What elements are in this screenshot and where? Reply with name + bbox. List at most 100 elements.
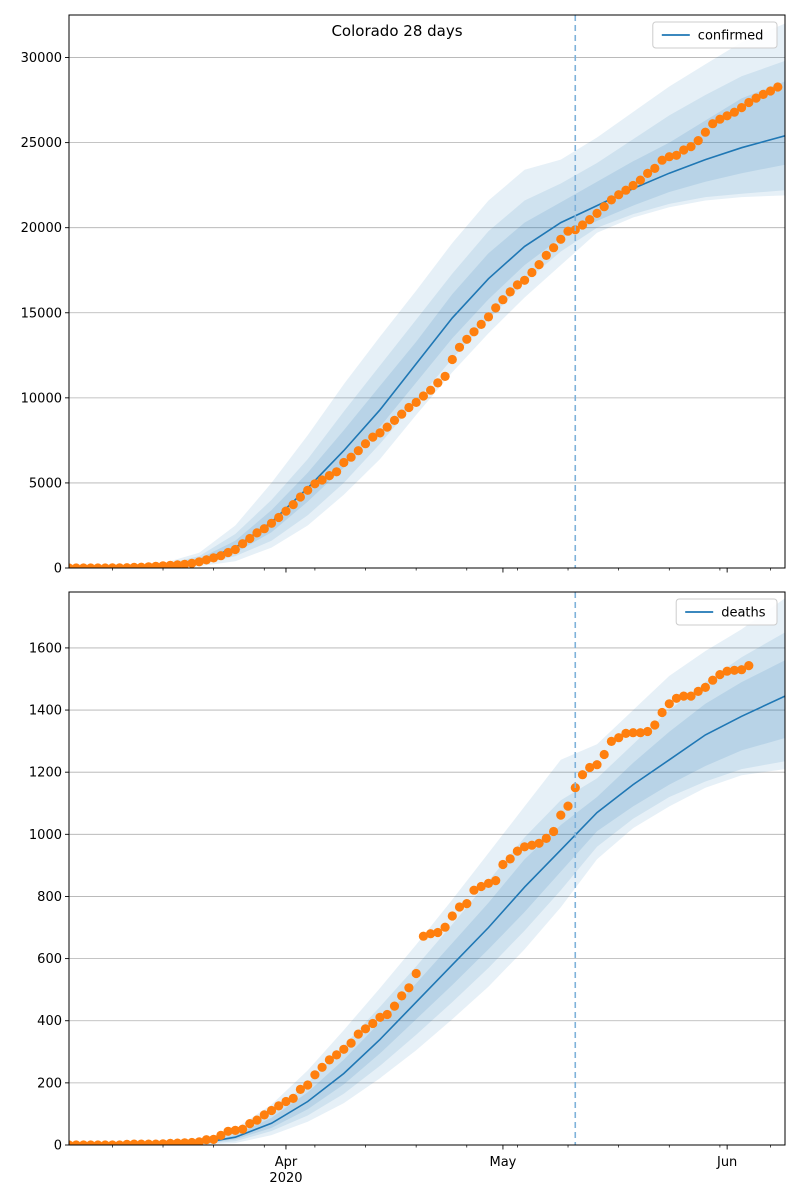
- deaths-observed-point: [664, 699, 674, 709]
- confirmed-observed-point: [664, 152, 674, 162]
- deaths-axes-frame: [68, 591, 786, 1146]
- deaths-observed-point: [332, 1050, 342, 1060]
- deaths-observed-point: [599, 749, 609, 760]
- deaths-observed-point: [93, 1140, 103, 1145]
- deaths-observed-point: [592, 760, 602, 770]
- confirmed-observed-point: [671, 150, 682, 160]
- confirmed-ytick-label: 20000: [21, 221, 62, 236]
- confirmed-observed-point: [274, 512, 284, 523]
- confirmed-observed-point: [606, 195, 617, 205]
- deaths-observed-point: [324, 1055, 334, 1065]
- deaths-observed-point: [686, 691, 696, 701]
- deaths-inner-band: [69, 660, 785, 1145]
- deaths-observed-point: [165, 1138, 175, 1145]
- deaths-observed-point: [346, 1038, 356, 1048]
- confirmed-observed-point: [216, 551, 226, 561]
- deaths-observed-point: [115, 1140, 125, 1145]
- confirmed-observed-point: [411, 397, 421, 407]
- deaths-observed-point: [303, 1080, 313, 1090]
- confirmed-observed-point: [592, 208, 602, 218]
- confirmed-observed-point: [295, 492, 305, 502]
- deaths-ytick-label: 800: [37, 890, 62, 905]
- confirmed-observed-point: [520, 275, 530, 285]
- confirmed-ytick-label: 5000: [29, 476, 62, 491]
- deaths-observed-point: [310, 1070, 320, 1080]
- deaths-observed-point: [469, 885, 479, 895]
- deaths-observed-point: [491, 876, 501, 886]
- confirmed-observed-point: [577, 220, 588, 230]
- confirmed-observed-point: [180, 559, 190, 568]
- confirmed-observed-point: [476, 319, 486, 329]
- deaths-observed-point: [650, 720, 660, 730]
- confirmed-legend-box: [652, 21, 778, 49]
- deaths-observed-point: [657, 707, 667, 718]
- deaths-observed-point: [737, 665, 747, 675]
- confirmed-observed-point: [238, 539, 248, 549]
- deaths-model-line: [69, 695, 785, 1145]
- deaths-mid-band: [69, 632, 785, 1145]
- confirmed-observed-point: [729, 107, 740, 117]
- deaths-observed-point: [426, 929, 436, 939]
- figure-title: Colorado 28 days: [331, 22, 462, 40]
- deaths-observed-point: [722, 666, 732, 676]
- deaths-observed-point: [187, 1137, 197, 1145]
- deaths-observed-point: [483, 878, 494, 889]
- deaths-observed-point: [252, 1115, 262, 1125]
- confirmed-observed-point: [144, 562, 154, 568]
- confirmed-observed-point: [744, 97, 754, 108]
- deaths-observed-point: [744, 661, 754, 671]
- confirmed-observed-point: [715, 114, 725, 124]
- deaths-observed-point: [194, 1137, 204, 1145]
- deaths-observed-point: [606, 736, 617, 747]
- deaths-ytick-label: 200: [37, 1076, 62, 1091]
- confirmed-observed-point: [628, 180, 638, 191]
- deaths-observed-point: [577, 770, 588, 780]
- confirmed-observed-point: [158, 561, 168, 568]
- deaths-observed-point: [621, 728, 631, 739]
- deaths-xtick-label: Jun: [716, 1155, 737, 1170]
- deaths-observed-point: [223, 1126, 233, 1136]
- confirmed-observed-point: [107, 563, 117, 568]
- deaths-observed-point: [375, 1012, 385, 1022]
- deaths-observed-point: [729, 665, 740, 675]
- deaths-observed-point: [505, 854, 515, 864]
- deaths-xtick-label: May: [489, 1155, 516, 1170]
- deaths-observed-point: [447, 911, 457, 921]
- confirmed-observed-point: [115, 563, 125, 568]
- deaths-observed-point: [715, 670, 725, 680]
- confirmed-observed-point: [259, 524, 269, 534]
- deaths-observed-point: [585, 762, 595, 773]
- confirmed-observed-point: [209, 553, 219, 563]
- confirmed-observed-point: [346, 452, 356, 462]
- confirmed-observed-point: [397, 409, 407, 419]
- deaths-xtick-label: Apr: [275, 1155, 298, 1170]
- deaths-observed-point: [317, 1062, 327, 1072]
- deaths-ytick-label: 1200: [29, 766, 62, 781]
- confirmed-observed-point: [382, 422, 392, 432]
- deaths-observed-point: [389, 1001, 400, 1011]
- confirmed-observed-point: [679, 145, 689, 155]
- confirmed-observed-point: [765, 86, 776, 96]
- confirmed-observed-point: [483, 312, 494, 322]
- confirmed-observed-point: [585, 215, 595, 225]
- confirmed-observed-point: [462, 334, 472, 344]
- confirmed-observed-point: [165, 560, 175, 568]
- deaths-observed-point: [266, 1105, 277, 1116]
- deaths-observed-point: [563, 801, 573, 811]
- confirmed-observed-point: [71, 563, 81, 568]
- confirmed-observed-point: [78, 563, 89, 568]
- confirmed-observed-point: [339, 457, 349, 468]
- confirmed-observed-point: [498, 295, 508, 305]
- confirmed-observed-point: [737, 103, 747, 113]
- deaths-observed-point: [86, 1140, 96, 1145]
- confirmed-observed-point: [549, 243, 559, 253]
- confirmed-observed-point: [93, 563, 103, 568]
- confirmed-observed-point: [122, 563, 132, 568]
- confirmed-observed-point: [100, 563, 110, 568]
- deaths-legend-label: deaths: [721, 606, 766, 621]
- confirmed-mid-band: [69, 60, 785, 568]
- confirmed-observed-point: [454, 342, 465, 352]
- confirmed-observed-point: [303, 485, 313, 495]
- confirmed-observed-point: [433, 378, 443, 388]
